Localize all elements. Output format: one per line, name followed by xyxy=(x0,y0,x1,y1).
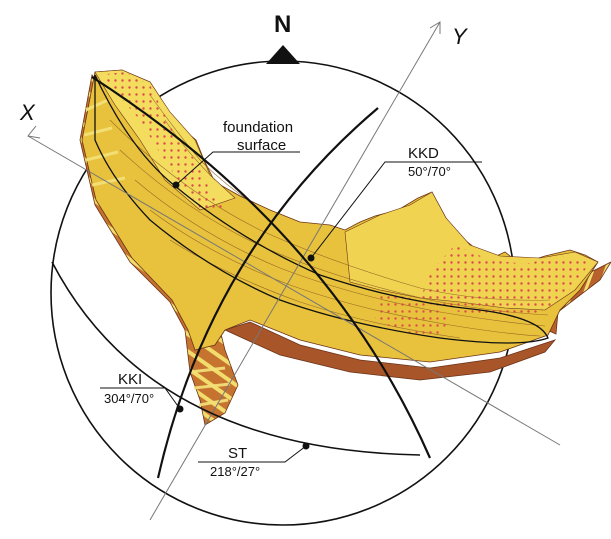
north-label: N xyxy=(274,11,291,38)
x-axis-line xyxy=(27,135,561,446)
foundation-leader-line xyxy=(175,151,300,186)
foundation-outline xyxy=(94,74,549,344)
kkd-label: KKD xyxy=(408,145,439,162)
x-axis-label: X xyxy=(19,100,36,125)
y-axis-line xyxy=(149,21,441,521)
great-circle-kkd xyxy=(91,76,432,459)
kki-orientation: 304°/70° xyxy=(104,391,154,406)
st-leader-line xyxy=(198,445,307,463)
great-circle-st xyxy=(51,261,421,456)
great-circle-kki xyxy=(156,107,379,479)
st-label: ST xyxy=(228,445,247,462)
north-arrow-icon xyxy=(266,45,300,64)
foundation-label-line2: surface xyxy=(237,137,286,154)
dot-zone-northwest xyxy=(98,72,225,210)
y-axis-arrow-icon xyxy=(429,21,441,34)
rock-body xyxy=(79,69,611,426)
kki-leader-line xyxy=(100,387,181,410)
x-axis-arrow-icon xyxy=(27,125,41,139)
kki-label: KKI xyxy=(118,371,142,388)
st-orientation: 218°/27° xyxy=(210,464,260,479)
kkd-orientation: 50°/70° xyxy=(408,164,451,179)
y-axis-label: Y xyxy=(452,24,468,49)
dot-zone-east xyxy=(420,245,590,318)
kkd-leader-line xyxy=(310,161,482,259)
rock-cut-face-south xyxy=(223,321,557,381)
foundation-label-line1: foundation xyxy=(223,119,293,136)
dot-zone-center xyxy=(375,292,450,335)
